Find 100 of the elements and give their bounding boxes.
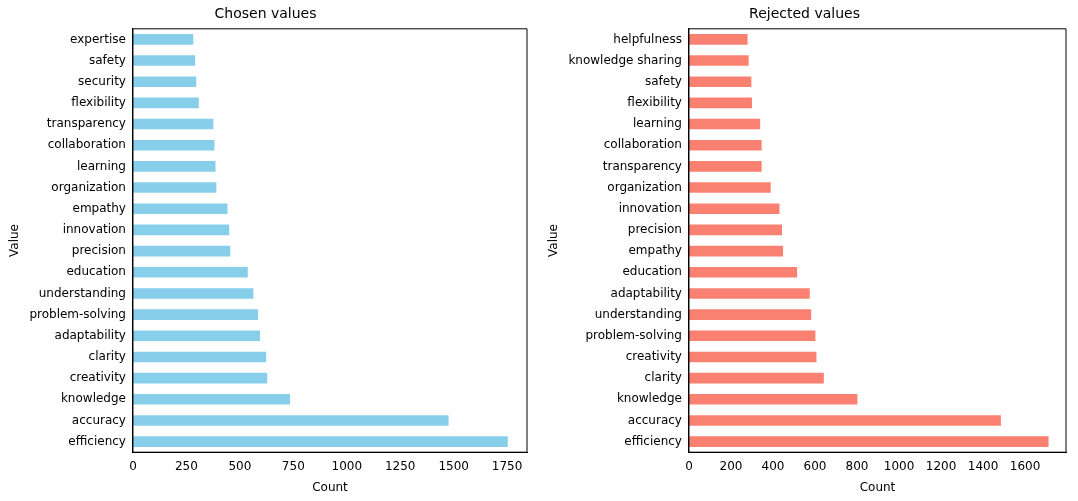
bar [688, 415, 1001, 426]
bar [688, 224, 783, 236]
y-tick-label: knowledge [616, 391, 682, 406]
chart-title: Chosen values [214, 5, 317, 22]
x-tick-label: 600 [803, 458, 827, 473]
y-tick-label: empathy [628, 243, 682, 258]
bar [132, 97, 199, 109]
x-tick-label: 800 [845, 458, 869, 473]
bar [688, 309, 812, 320]
y-tick-label: flexibility [71, 95, 126, 110]
x-tick-label: 1600 [1009, 458, 1041, 473]
bar [132, 436, 508, 447]
y-tick-label: organization [51, 179, 126, 194]
x-tick-label: 1750 [491, 458, 523, 473]
x-axis-title: Count [312, 479, 349, 494]
bar [132, 309, 259, 320]
y-tick-label: problem-solving [29, 306, 126, 321]
y-tick-label: security [78, 73, 126, 88]
bar [132, 224, 230, 236]
y-tick-label: education [66, 264, 126, 279]
bar [688, 436, 1049, 447]
bar [132, 245, 231, 257]
bar [132, 139, 215, 151]
bar [132, 182, 217, 193]
y-tick-label: innovation [618, 200, 682, 215]
y-tick-label: adaptability [610, 285, 682, 300]
y-tick-label: clarity [88, 349, 126, 364]
y-tick-label: collaboration [603, 137, 682, 152]
bar [688, 266, 798, 278]
y-tick-label: learning [632, 116, 682, 131]
bar [688, 288, 810, 299]
bar [132, 393, 291, 405]
bar [688, 372, 824, 384]
bar [132, 76, 197, 88]
bar [688, 182, 771, 193]
bar [688, 393, 858, 405]
bar [688, 118, 761, 130]
bar [132, 266, 248, 278]
x-tick-label: 750 [281, 458, 305, 473]
bar [132, 161, 216, 172]
bar [688, 55, 749, 66]
x-tick-label: 250 [174, 458, 198, 473]
bar [132, 118, 214, 130]
y-tick-label: efficiency [68, 433, 126, 448]
y-tick-label: safety [88, 52, 126, 67]
x-tick-label: 1000 [331, 458, 363, 473]
y-tick-label: creativity [69, 370, 126, 385]
x-tick-label: 1500 [438, 458, 469, 473]
x-axis-title: Count [859, 479, 896, 494]
y-tick-label: understanding [594, 306, 682, 321]
y-tick-label: efficiency [624, 433, 682, 448]
x-tick-label: 500 [228, 458, 252, 473]
y-tick-label: accuracy [71, 412, 126, 427]
x-tick-label: 0 [685, 458, 693, 473]
bar [688, 203, 780, 215]
x-tick-label: 400 [761, 458, 785, 473]
y-tick-label: knowledge [60, 391, 126, 406]
y-tick-label: safety [644, 73, 682, 88]
bar [688, 245, 784, 257]
bar [132, 330, 260, 342]
bar [688, 97, 752, 109]
y-tick-label: clarity [644, 370, 682, 385]
y-tick-label: helpfulness [613, 31, 682, 46]
bar [132, 372, 268, 384]
bar [132, 55, 196, 66]
x-tick-label: 1400 [967, 458, 999, 473]
y-tick-label: understanding [38, 285, 126, 300]
bar [688, 161, 762, 172]
y-tick-label: organization [607, 179, 682, 194]
y-tick-label: transparency [46, 116, 126, 131]
bar [132, 351, 267, 363]
bar [132, 415, 449, 426]
y-tick-label: expertise [70, 31, 126, 46]
bar [132, 288, 254, 299]
x-tick-label: 1000 [883, 458, 915, 473]
bar [688, 139, 762, 151]
y-tick-label: transparency [602, 158, 682, 173]
y-tick-label: precision [71, 243, 126, 258]
y-tick-label: creativity [625, 349, 682, 364]
bar [688, 351, 817, 363]
chart-title: Rejected values [749, 5, 860, 22]
bar [688, 76, 752, 88]
y-tick-label: education [622, 264, 682, 279]
y-tick-label: collaboration [47, 137, 126, 152]
bar [688, 330, 816, 342]
y-tick-label: flexibility [627, 95, 682, 110]
y-axis-title: Value [7, 224, 22, 257]
y-tick-label: accuracy [627, 412, 682, 427]
bar [132, 203, 228, 215]
y-tick-label: learning [77, 158, 126, 173]
bar [132, 34, 194, 45]
bar [688, 34, 748, 45]
y-axis-title: Value [546, 224, 561, 257]
x-tick-label: 0 [129, 458, 137, 473]
y-tick-label: problem-solving [585, 327, 682, 342]
y-tick-label: precision [627, 222, 682, 237]
y-tick-label: adaptability [54, 327, 126, 342]
y-tick-label: knowledge sharing [568, 52, 682, 67]
x-tick-label: 1200 [925, 458, 957, 473]
y-tick-label: empathy [72, 200, 126, 215]
